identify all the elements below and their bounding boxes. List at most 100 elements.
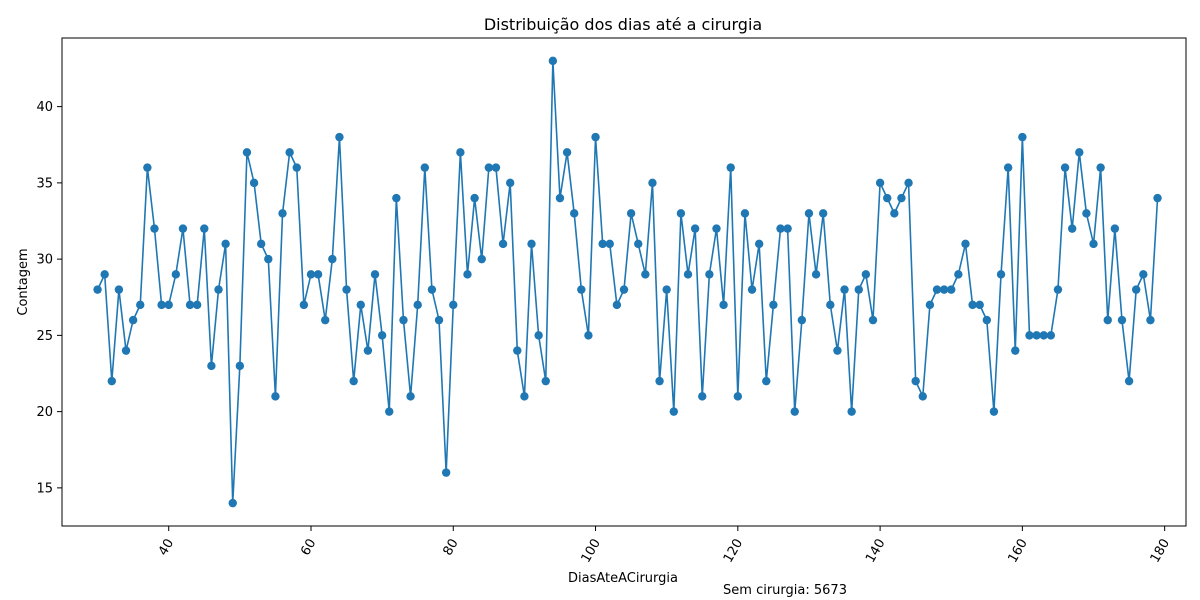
- data-point[interactable]: [897, 193, 906, 203]
- data-point[interactable]: [477, 254, 486, 264]
- data-point[interactable]: [577, 285, 586, 294]
- data-point[interactable]: [306, 270, 316, 279]
- data-point[interactable]: [1132, 285, 1141, 294]
- data-point[interactable]: [249, 178, 259, 188]
- data-point[interactable]: [470, 193, 479, 203]
- data-point[interactable]: [150, 224, 159, 233]
- data-point[interactable]: [520, 392, 529, 401]
- data-point[interactable]: [164, 300, 173, 310]
- data-point[interactable]: [790, 407, 799, 416]
- data-point[interactable]: [804, 209, 814, 218]
- data-point[interactable]: [256, 239, 266, 249]
- data-point[interactable]: [740, 209, 750, 218]
- data-point[interactable]: [883, 193, 892, 203]
- data-point[interactable]: [626, 209, 636, 218]
- data-point[interactable]: [491, 163, 501, 172]
- data-point[interactable]: [1082, 209, 1091, 218]
- data-point[interactable]: [157, 300, 166, 310]
- data-point[interactable]: [868, 315, 878, 325]
- data-point[interactable]: [989, 407, 999, 416]
- data-point[interactable]: [385, 407, 394, 416]
- data-point[interactable]: [427, 285, 437, 294]
- data-point[interactable]: [754, 239, 764, 249]
- data-point[interactable]: [527, 239, 536, 249]
- data-point[interactable]: [875, 178, 885, 188]
- data-point[interactable]: [690, 224, 700, 233]
- data-point[interactable]: [854, 285, 863, 294]
- data-point[interactable]: [192, 300, 202, 310]
- data-point[interactable]: [947, 285, 956, 294]
- data-point[interactable]: [505, 178, 515, 188]
- data-point[interactable]: [776, 224, 785, 233]
- data-point[interactable]: [975, 300, 984, 310]
- data-point[interactable]: [591, 132, 600, 142]
- data-point[interactable]: [356, 300, 365, 310]
- data-point[interactable]: [890, 209, 899, 218]
- data-point[interactable]: [996, 270, 1006, 279]
- data-point[interactable]: [911, 376, 920, 386]
- data-point[interactable]: [961, 239, 970, 249]
- data-point[interactable]: [264, 254, 273, 264]
- data-point[interactable]: [769, 300, 778, 310]
- data-point[interactable]: [904, 178, 913, 188]
- data-point[interactable]: [292, 163, 301, 172]
- data-point[interactable]: [634, 239, 643, 249]
- data-point[interactable]: [406, 392, 415, 401]
- data-point[interactable]: [434, 315, 444, 325]
- data-point[interactable]: [534, 331, 543, 340]
- data-point[interactable]: [228, 498, 237, 508]
- data-point[interactable]: [719, 300, 728, 310]
- data-point[interactable]: [548, 56, 558, 66]
- data-point[interactable]: [207, 361, 216, 371]
- data-point[interactable]: [100, 270, 109, 279]
- data-point[interactable]: [1153, 193, 1162, 203]
- data-point[interactable]: [1060, 163, 1070, 172]
- data-point[interactable]: [114, 285, 124, 294]
- data-point[interactable]: [1075, 148, 1084, 157]
- data-point[interactable]: [655, 376, 664, 386]
- data-point[interactable]: [271, 392, 280, 401]
- data-point[interactable]: [285, 148, 294, 157]
- data-point[interactable]: [1067, 224, 1077, 233]
- data-point[interactable]: [705, 270, 714, 279]
- data-point[interactable]: [1046, 331, 1056, 340]
- data-point[interactable]: [747, 285, 757, 294]
- data-point[interactable]: [712, 224, 721, 233]
- data-point[interactable]: [648, 178, 657, 188]
- data-point[interactable]: [1032, 331, 1041, 340]
- data-point[interactable]: [1124, 376, 1134, 386]
- data-point[interactable]: [641, 270, 650, 279]
- data-point[interactable]: [342, 285, 351, 294]
- data-point[interactable]: [456, 148, 465, 157]
- data-point[interactable]: [826, 300, 835, 310]
- data-point[interactable]: [484, 163, 494, 172]
- data-point[interactable]: [954, 270, 963, 279]
- data-point[interactable]: [797, 315, 807, 325]
- data-point[interactable]: [349, 376, 358, 386]
- data-point[interactable]: [328, 254, 337, 264]
- data-point[interactable]: [107, 376, 117, 386]
- data-point[interactable]: [1039, 331, 1048, 340]
- data-point[interactable]: [1053, 285, 1063, 294]
- data-point[interactable]: [783, 224, 792, 233]
- data-point[interactable]: [1003, 163, 1013, 172]
- data-point[interactable]: [214, 285, 223, 294]
- data-point[interactable]: [982, 315, 992, 325]
- data-point[interactable]: [136, 300, 145, 310]
- data-point[interactable]: [242, 148, 252, 157]
- data-point[interactable]: [683, 270, 693, 279]
- data-point[interactable]: [932, 285, 942, 294]
- data-point[interactable]: [335, 132, 344, 142]
- data-point[interactable]: [833, 346, 842, 355]
- data-point[interactable]: [1089, 239, 1098, 249]
- data-point[interactable]: [619, 285, 629, 294]
- data-point[interactable]: [200, 224, 209, 233]
- data-point[interactable]: [1025, 331, 1034, 340]
- data-point[interactable]: [584, 331, 593, 340]
- data-point[interactable]: [562, 148, 572, 157]
- data-point[interactable]: [1117, 315, 1127, 325]
- data-point[interactable]: [1103, 315, 1112, 325]
- data-point[interactable]: [570, 209, 579, 218]
- data-point[interactable]: [1018, 132, 1027, 142]
- data-point[interactable]: [498, 239, 508, 249]
